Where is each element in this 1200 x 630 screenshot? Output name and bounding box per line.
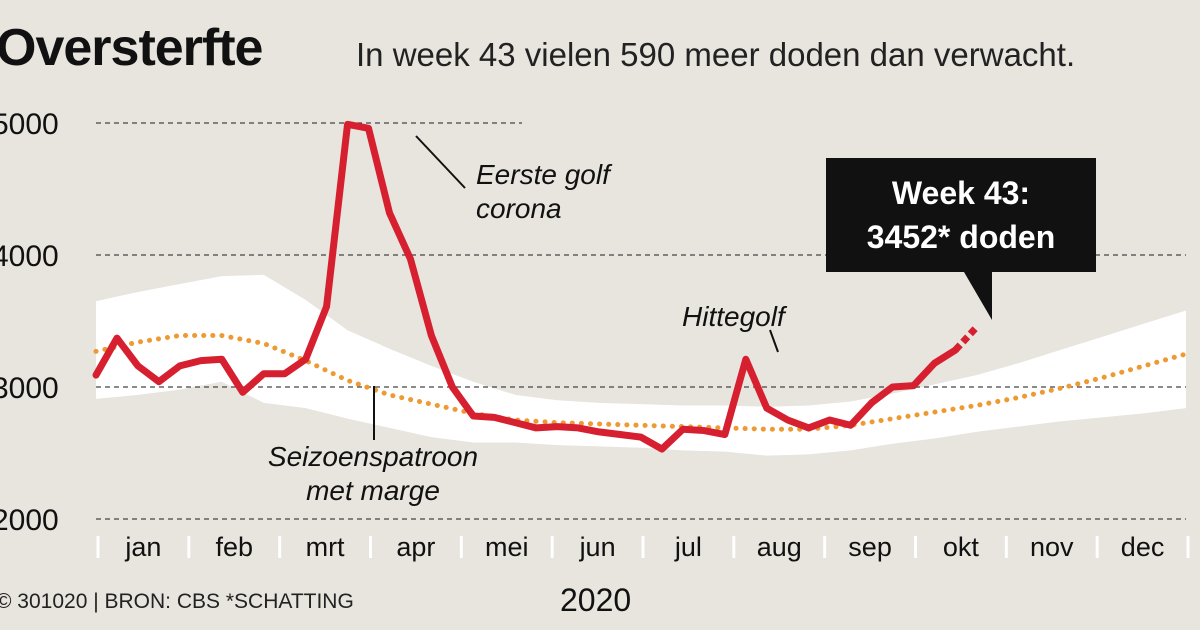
seasonal-label-2: met marge bbox=[306, 475, 440, 506]
source-footer: © 301020 | BRON: CBS *SCHATTING bbox=[0, 590, 354, 613]
y-tick-label-4000: 4000 bbox=[0, 240, 59, 273]
heatwave-label: Hittegolf bbox=[682, 301, 788, 332]
margin-band-layer bbox=[96, 274, 1186, 456]
month-label-jul: jul bbox=[674, 532, 702, 562]
month-ticks: jan feb mrt apr mei jun jul aug sep okt nov dec bbox=[96, 532, 1190, 562]
y-tick-label-2000: 2000 bbox=[0, 504, 59, 537]
margin-band bbox=[96, 274, 1186, 456]
month-label-dec: dec bbox=[1121, 532, 1165, 562]
callout-line-1: Week 43: bbox=[892, 175, 1030, 211]
month-label-mrt: mrt bbox=[306, 532, 345, 562]
month-label-mei: mei bbox=[485, 532, 529, 562]
y-tick-label-5000: 5000 bbox=[0, 108, 59, 141]
y-tick-label-3000: 3000 bbox=[0, 372, 59, 405]
estimate-line bbox=[952, 324, 979, 353]
y-tick-labels: 2000 3000 4000 5000 bbox=[0, 108, 59, 537]
seasonal-pattern-line bbox=[93, 333, 1189, 432]
x-axis-year-label: 2020 bbox=[560, 582, 632, 618]
month-label-jun: jun bbox=[579, 532, 616, 562]
first-wave-label: Eerste golf bbox=[476, 159, 613, 190]
chart-title: Oversterfte bbox=[0, 19, 263, 77]
series-layer bbox=[92, 120, 1189, 453]
month-label-okt: okt bbox=[943, 532, 980, 562]
first-wave-leader bbox=[415, 135, 466, 189]
first-wave-label-2: corona bbox=[476, 193, 562, 224]
month-label-jan: jan bbox=[124, 532, 161, 562]
mortality-line bbox=[92, 120, 959, 453]
month-label-apr: apr bbox=[396, 532, 435, 562]
month-label-sep: sep bbox=[848, 532, 892, 562]
month-label-feb: feb bbox=[215, 532, 253, 562]
month-label-aug: aug bbox=[757, 532, 802, 562]
callout-box bbox=[826, 158, 1096, 320]
gridline-layer bbox=[96, 122, 1186, 520]
chart-subtitle: In week 43 vielen 590 meer doden dan ver… bbox=[356, 36, 1076, 73]
callout-line-2: 3452* doden bbox=[867, 219, 1056, 255]
heatwave-leader bbox=[769, 329, 779, 353]
seasonal-label: Seizoenspatroon bbox=[268, 441, 478, 472]
month-label-nov: nov bbox=[1030, 532, 1074, 562]
